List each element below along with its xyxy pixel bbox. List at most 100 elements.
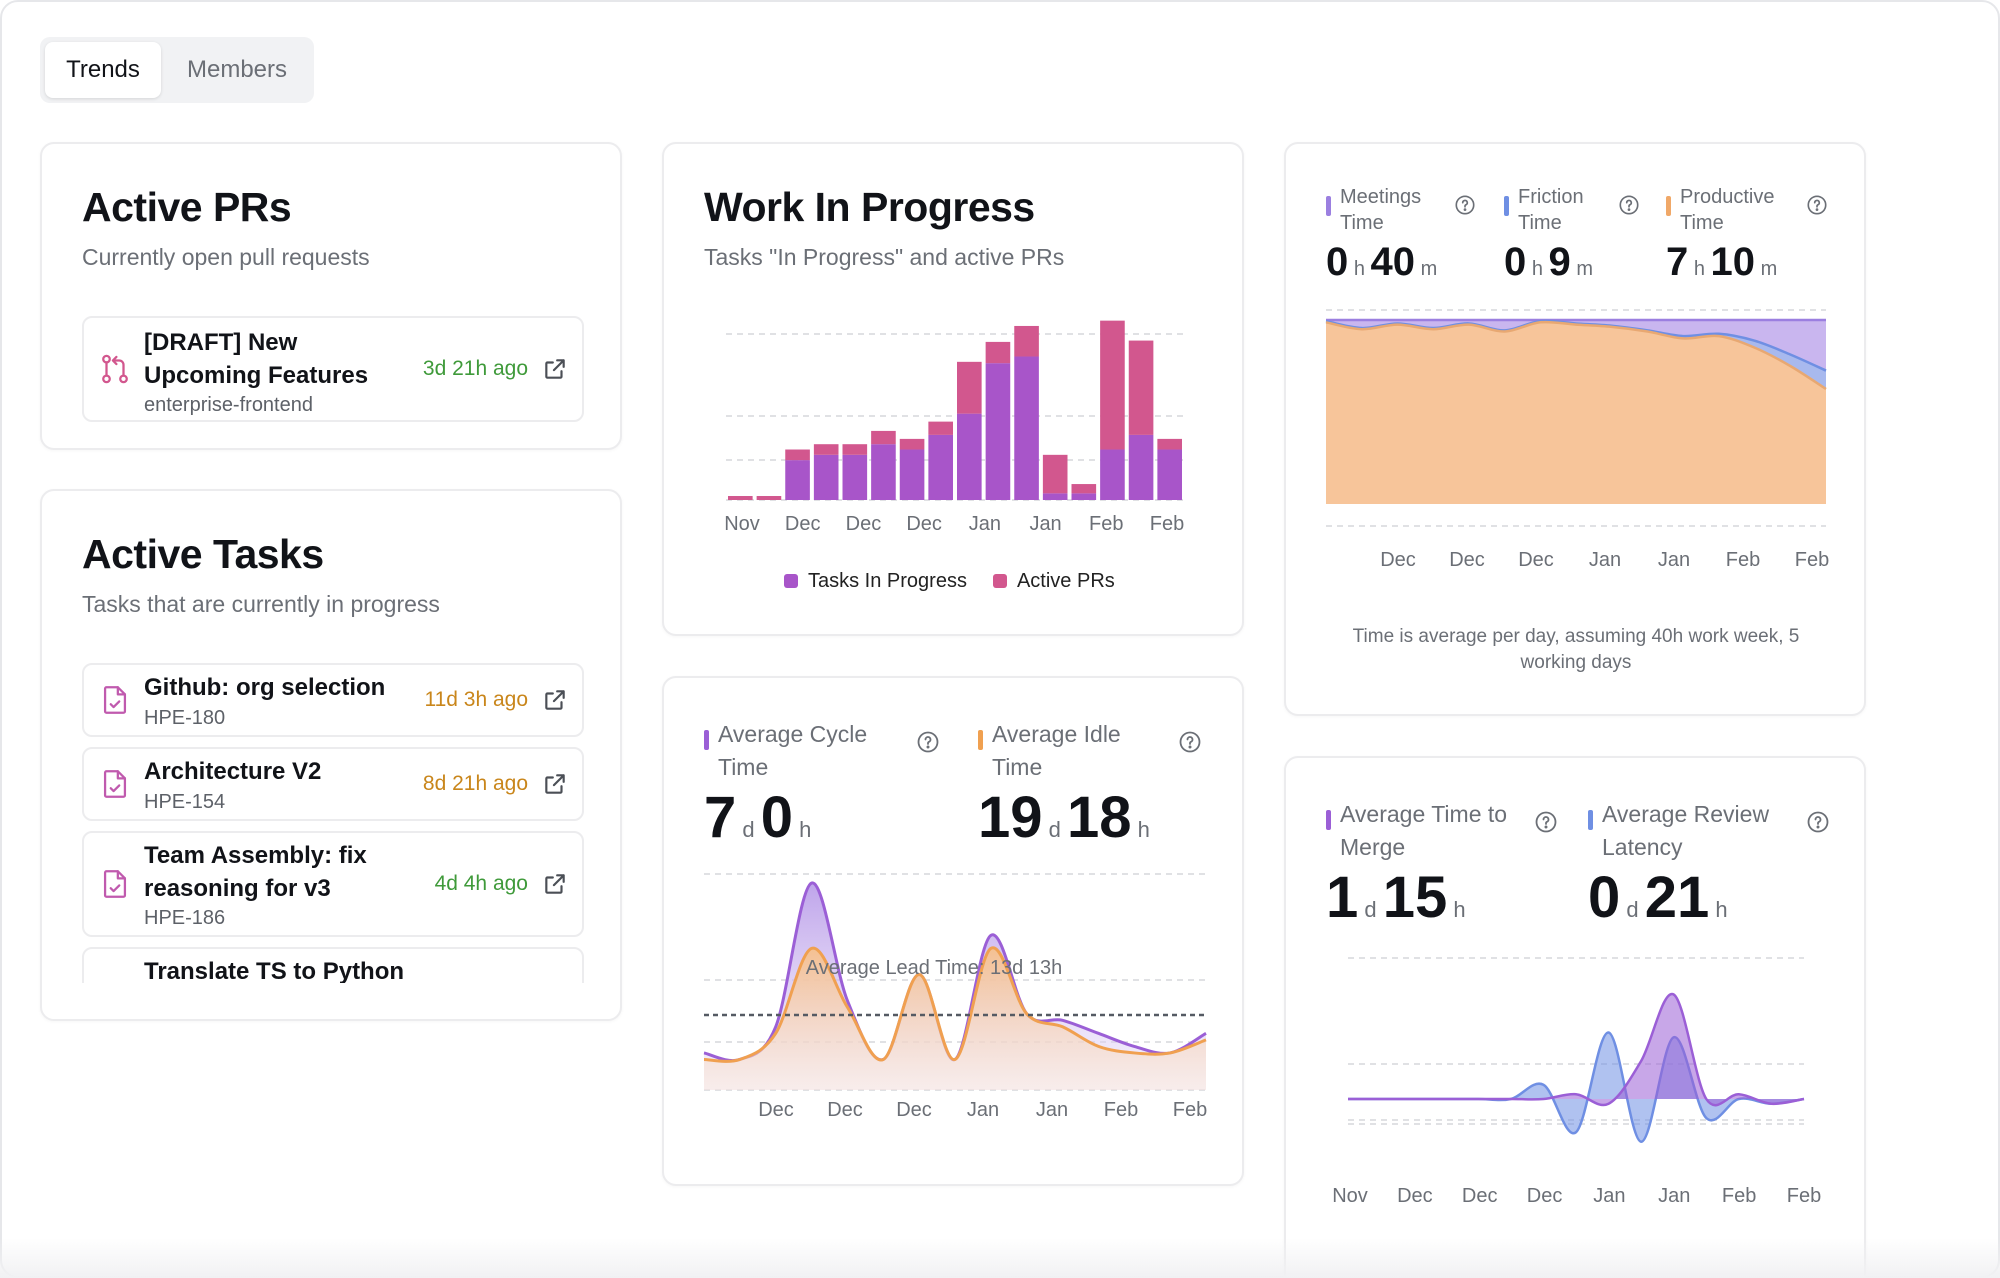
x-tick-label: Feb	[1104, 1099, 1138, 1121]
series-marker	[1504, 196, 1509, 216]
bar-active-prs	[1042, 454, 1068, 494]
bar-active-prs	[871, 430, 896, 445]
x-tick-label: Dec	[1462, 1185, 1498, 1207]
bar-tasks-in-progress	[1100, 449, 1125, 500]
x-tick-label: Feb	[1722, 1185, 1756, 1207]
task-age: 11d 3h ago	[424, 688, 528, 711]
legend-label: Active PRs	[1016, 570, 1115, 592]
merge-time-card: Average Time to Merge 1 d 15 h Average Re…	[1284, 756, 1866, 1278]
x-tick-label: Nov	[1332, 1185, 1368, 1207]
task-title: Github: org selection	[144, 674, 386, 701]
tab-members[interactable]: Members	[186, 56, 288, 83]
bar-tasks-in-progress	[1071, 493, 1097, 500]
productive-time-area-line	[1325, 320, 1827, 391]
idle-time-area	[704, 947, 1206, 1090]
task-key: HPE-180	[144, 707, 226, 729]
metric-value: 1 d 15 h	[1326, 865, 1466, 930]
cycle-area-chart: Average Lead Time: 13d 13h Dec Dec Dec Jan Ja…	[703, 873, 1207, 1121]
x-tick-label: Feb	[1089, 513, 1123, 534]
help-circle-icon[interactable]	[1618, 194, 1640, 216]
bar-tasks-in-progress	[871, 444, 896, 500]
x-tick-label: Feb	[1173, 1099, 1207, 1121]
bar-active-prs	[756, 496, 782, 500]
pr-title-line1: [DRAFT] New	[144, 329, 298, 356]
time-split-footnote: Time is average per day, assuming 40h wo…	[1352, 626, 1800, 673]
series-marker	[1588, 810, 1593, 830]
idle-time-line	[703, 946, 1207, 1063]
task-title-line1: Team Assembly: fix	[144, 842, 367, 869]
metric-value: 7 d 0 h	[704, 785, 812, 850]
external-link-icon[interactable]	[542, 771, 568, 797]
productive-time-metric: Productive Time 7 h 10 m	[1666, 184, 1828, 294]
bar-tasks-in-progress	[785, 460, 810, 500]
x-tick-label: Nov	[724, 513, 760, 534]
avg-review-latency-metric: Average Review Latency 0 d 21 h	[1588, 798, 1830, 928]
task-list-item[interactable]: Translate TS to Python	[82, 947, 584, 983]
git-pull-request-icon	[102, 354, 128, 384]
x-tick-label: Jan	[1589, 549, 1621, 571]
series-marker	[1326, 196, 1331, 216]
avg-cycle-time-metric: Average Cycle Time 7 d 0 h	[704, 718, 940, 848]
card-subtitle: Tasks "In Progress" and active PRs	[704, 244, 1065, 270]
x-tick-label: Feb	[1787, 1185, 1821, 1207]
pr-list-item[interactable]: [DRAFT] New Upcoming Features enterprise…	[82, 316, 584, 422]
task-key: HPE-186	[144, 907, 226, 929]
x-tick-label: Dec	[785, 513, 821, 534]
metric-label: Average Review Latency	[1602, 801, 1770, 860]
avg-lead-time-label: Average Lead Time: 13d 13h	[806, 957, 1062, 979]
bar-active-prs	[785, 449, 810, 461]
help-circle-icon[interactable]	[1534, 810, 1558, 834]
task-title: Architecture V2	[144, 758, 322, 785]
help-circle-icon[interactable]	[1806, 194, 1828, 216]
bar-active-prs	[1128, 340, 1154, 435]
bar-tasks-in-progress	[842, 454, 868, 500]
review-latency-area	[1348, 1032, 1804, 1142]
task-list-item[interactable]: Github: org selection HPE-180 11d 3h ago	[82, 663, 584, 737]
wip-legend: Tasks In Progress Active PRs	[784, 570, 1115, 593]
external-link-icon[interactable]	[542, 356, 568, 382]
legend-prs: Active PRs	[992, 570, 1115, 593]
help-circle-icon[interactable]	[916, 730, 940, 754]
friction-time-metric: Friction Time 0 h 9 m	[1504, 184, 1654, 294]
bar-active-prs	[985, 341, 1011, 364]
x-tick-label: Jan	[1036, 1099, 1068, 1121]
bar-tasks-in-progress	[1128, 434, 1154, 500]
x-tick-label: Jan	[1593, 1185, 1625, 1207]
pr-title-line2: Upcoming Features	[144, 362, 369, 389]
avg-idle-time-metric: Average Idle Time 19 d 18 h	[978, 718, 1214, 848]
external-link-icon[interactable]	[542, 687, 568, 713]
series-marker	[1666, 196, 1671, 216]
task-title-line2: reasoning for v3	[144, 875, 331, 902]
x-tick-label: Jan	[969, 513, 1001, 534]
x-tick-label: Feb	[1150, 513, 1184, 534]
legend-swatch	[992, 574, 1007, 588]
metric-value: 0 d 21 h	[1588, 865, 1728, 930]
bar-active-prs	[899, 438, 925, 450]
task-list-clip: Translate TS to Python	[82, 947, 584, 983]
card-title: Work In Progress	[704, 184, 1035, 230]
help-circle-icon[interactable]	[1454, 194, 1476, 216]
x-tick-label: Dec	[1380, 549, 1416, 571]
metric-value: 0 h 40 m	[1326, 240, 1438, 284]
metric-label: Meetings Time	[1340, 186, 1422, 234]
x-tick-label: Dec	[1449, 549, 1485, 571]
tab-trends[interactable]: Trends	[45, 42, 161, 98]
task-age: 8d 21h ago	[422, 772, 528, 795]
metric-label: Friction Time	[1518, 186, 1584, 234]
bar-tasks-in-progress	[899, 449, 925, 500]
time-split-area-chart: Dec Dec Dec Jan Jan Feb Feb	[1325, 309, 1829, 571]
task-file-icon	[103, 770, 127, 798]
metric-value: 19 d 18 h	[978, 785, 1150, 850]
merge-area-chart: Nov Dec Dec Dec Jan Jan Feb Feb	[1332, 957, 1821, 1207]
card-subtitle: Tasks that are currently in progress	[82, 591, 440, 617]
bar-active-prs	[1071, 484, 1097, 494]
task-list-item[interactable]: Architecture V2 HPE-154 8d 21h ago	[82, 747, 584, 821]
help-circle-icon[interactable]	[1178, 730, 1202, 754]
x-tick-label: Dec	[846, 513, 882, 534]
x-tick-label: Feb	[1795, 549, 1829, 571]
external-link-icon[interactable]	[542, 871, 568, 897]
bar-active-prs	[957, 361, 982, 414]
active-prs-card: Active PRs Currently open pull requests …	[40, 142, 622, 450]
help-circle-icon[interactable]	[1806, 810, 1830, 834]
task-list-item[interactable]: Team Assembly: fix reasoning for v3 HPE-…	[82, 831, 584, 937]
